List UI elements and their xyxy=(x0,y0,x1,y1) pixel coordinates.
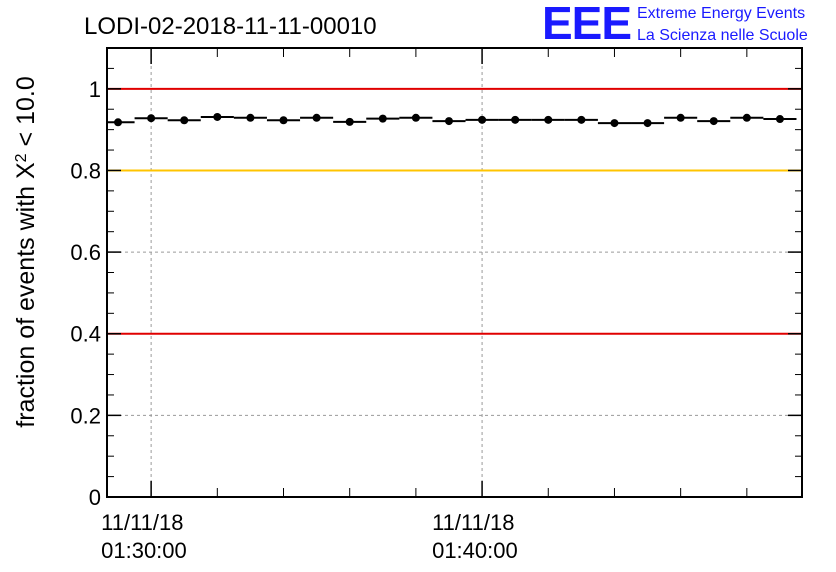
x-tick-label-time: 01:30:00 xyxy=(101,538,187,563)
grid xyxy=(107,48,802,497)
data-series xyxy=(107,112,797,128)
data-point xyxy=(478,115,487,124)
x-tick-label-date: 11/11/18 xyxy=(101,510,183,535)
y-tick-label: 0 xyxy=(89,485,101,510)
data-point xyxy=(709,117,718,126)
data-point xyxy=(610,119,619,128)
x-tick-label-time: 01:40:00 xyxy=(432,538,518,563)
y-tick-label: 0.6 xyxy=(70,240,101,265)
data-point xyxy=(444,117,453,126)
data-point xyxy=(643,119,652,128)
data-point xyxy=(279,116,288,125)
reference-lines xyxy=(107,87,802,335)
data-point xyxy=(246,113,255,122)
y-tick-label: 0.2 xyxy=(70,403,101,428)
logo-letters: EEE xyxy=(542,0,631,49)
data-point xyxy=(180,116,189,125)
axes: 0 0.2 0.4 0.6 0.8 1 11/11/18 01:30:00 11/11/18 01… xyxy=(70,48,802,563)
x-tick-label-date: 11/11/18 xyxy=(432,510,514,535)
data-point xyxy=(345,117,354,126)
data-point xyxy=(114,118,123,127)
y-tick-label: 0.4 xyxy=(70,322,101,347)
logo-line1: Extreme Energy Events xyxy=(637,5,805,22)
y-tick-label: 1 xyxy=(89,77,101,102)
y-axis-label: fraction of events with X2 < 10.0 xyxy=(12,76,40,427)
data-point xyxy=(511,115,520,124)
data-point xyxy=(676,113,685,122)
chart-title: LODI-02-2018-11-11-00010 xyxy=(84,13,377,40)
data-point xyxy=(577,115,586,124)
logo-line2: La Scienza nelle Scuole xyxy=(637,27,808,44)
data-point xyxy=(213,112,222,121)
data-point xyxy=(742,113,751,122)
data-point xyxy=(147,114,156,123)
data-point xyxy=(411,113,420,122)
data-point xyxy=(312,113,321,122)
plot-frame xyxy=(106,47,803,498)
data-point xyxy=(378,114,387,123)
data-point xyxy=(775,115,784,124)
eee-logo: EEE Extreme Energy Events La Scienza nel… xyxy=(542,0,808,49)
data-point xyxy=(544,115,553,124)
y-tick-label: 0.8 xyxy=(70,158,101,183)
